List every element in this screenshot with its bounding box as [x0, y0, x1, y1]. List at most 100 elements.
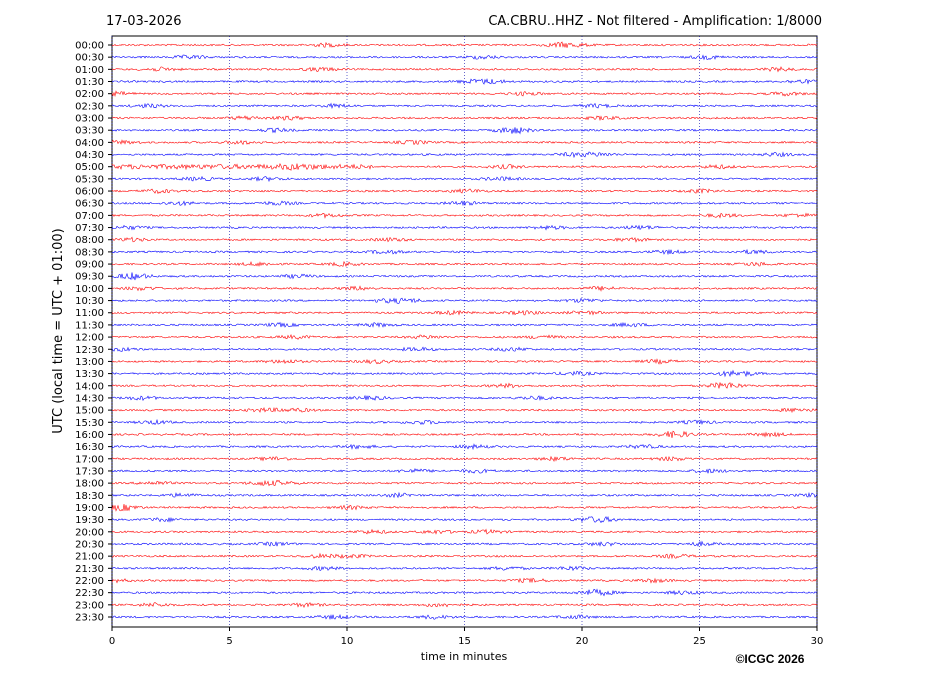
y-tick-label: 01:00: [75, 65, 104, 76]
seismic-trace: [111, 455, 818, 463]
y-tick-label: 09:30: [75, 272, 104, 283]
seismic-trace: [111, 236, 818, 243]
seismic-trace: [111, 309, 818, 316]
seismic-trace: [111, 224, 818, 231]
y-tick-label: 15:30: [75, 418, 104, 429]
seismic-trace: [111, 272, 818, 281]
y-tick-label: 00:00: [75, 41, 104, 52]
y-tick-label: 14:00: [75, 381, 104, 392]
seismic-trace: [111, 346, 817, 353]
y-tick-label: 22:00: [75, 576, 104, 587]
y-tick-label: 18:30: [75, 491, 104, 502]
y-tick-label: 03:30: [75, 126, 104, 137]
y-tick-label: 23:30: [75, 613, 104, 624]
seismic-trace: [111, 285, 818, 292]
x-tick-label: 30: [811, 636, 824, 647]
y-tick-label: 10:00: [75, 284, 104, 295]
y-tick-label: 05:00: [75, 162, 104, 173]
y-tick-label: 02:00: [75, 89, 104, 100]
seismic-trace: [111, 406, 818, 414]
y-tick-label: 02:30: [75, 101, 104, 112]
y-tick-label: 18:00: [75, 479, 104, 490]
seismic-trace: [111, 260, 818, 267]
seismic-trace: [111, 175, 818, 183]
y-axis-label: UTC (local time = UTC + 01:00): [51, 228, 66, 433]
y-tick-label: 00:30: [75, 53, 104, 64]
y-tick-label: 04:00: [75, 138, 104, 149]
seismic-trace: [112, 127, 818, 135]
seismic-trace: [111, 602, 818, 608]
plot-frame: [111, 35, 818, 628]
seismic-trace: [111, 41, 818, 48]
seismic-trace: [111, 66, 818, 73]
y-tick-label: 05:30: [75, 174, 104, 185]
seismic-trace: [111, 552, 818, 560]
y-tick-label: 11:30: [75, 320, 104, 331]
seismic-trace: [111, 248, 818, 256]
y-tick-label: 07:30: [75, 223, 104, 234]
seismic-trace: [111, 443, 818, 451]
x-tick-label: 15: [458, 636, 471, 647]
seismic-trace: [111, 200, 818, 207]
y-tick-label: 16:00: [75, 430, 104, 441]
y-tick-label: 09:00: [75, 260, 104, 271]
seismic-trace: [111, 540, 818, 547]
x-tick-label: 20: [576, 636, 589, 647]
y-tick-label: 22:30: [75, 588, 104, 599]
y-tick-label: 06:00: [75, 187, 104, 198]
seismic-trace: [111, 102, 818, 109]
y-tick-label: 03:00: [75, 114, 104, 125]
y-tick-label: 06:30: [75, 199, 104, 210]
y-tick-label: 17:30: [75, 466, 104, 477]
seismic-trace: [111, 162, 818, 171]
y-tick-label: 11:00: [75, 308, 104, 319]
y-tick-label: 15:00: [75, 406, 104, 417]
seismic-trace: [111, 139, 818, 146]
y-tick-label: 13:30: [75, 369, 104, 380]
y-tick-label: 17:00: [75, 454, 104, 465]
seismic-trace: [111, 151, 818, 159]
y-tick-label: 12:30: [75, 345, 104, 356]
seismic-trace: [111, 297, 818, 304]
seismic-trace: [111, 54, 818, 61]
x-tick-label: 0: [109, 636, 115, 647]
seismic-trace: [112, 418, 818, 426]
y-tick-label: 21:00: [75, 552, 104, 563]
x-tick-label: 25: [693, 636, 706, 647]
seismic-trace: [112, 115, 818, 122]
y-tick-label: 01:30: [75, 77, 104, 88]
seismic-trace: [111, 528, 818, 535]
credit: ©ICGC 2026: [736, 652, 805, 666]
seismic-trace: [111, 430, 818, 438]
seismic-trace: [111, 369, 818, 378]
y-tick-label: 19:30: [75, 515, 104, 526]
y-tick-label: 07:00: [75, 211, 104, 222]
y-tick-label: 20:30: [75, 539, 104, 550]
y-tick-label: 19:00: [75, 503, 104, 514]
seismic-trace: [111, 577, 818, 584]
y-tick-label: 20:00: [75, 527, 104, 538]
seismic-trace: [111, 188, 818, 195]
x-tick-label: 5: [226, 636, 232, 647]
seismic-trace: [111, 212, 818, 219]
x-axis-label: time in minutes: [421, 650, 508, 663]
seismic-trace: [111, 468, 818, 474]
seismic-trace: [111, 90, 818, 97]
seismic-trace: [111, 479, 818, 487]
seismic-trace: [111, 504, 818, 512]
y-tick-label: 16:30: [75, 442, 104, 453]
y-tick-label: 10:30: [75, 296, 104, 307]
y-tick-label: 12:00: [75, 333, 104, 344]
seismic-trace: [111, 78, 818, 85]
y-tick-label: 21:30: [75, 564, 104, 575]
seismic-trace: [111, 491, 818, 499]
y-tick-label: 04:30: [75, 150, 104, 161]
seismic-trace: [111, 515, 818, 524]
chart-title: CA.CBRU..HHZ - Not filtered - Amplificat…: [488, 14, 822, 29]
seismic-trace: [112, 358, 818, 365]
y-tick-label: 08:00: [75, 235, 104, 246]
y-tick-label: 13:00: [75, 357, 104, 368]
chart-date: 17-03-2026: [106, 14, 182, 29]
y-tick-label: 23:00: [75, 600, 104, 611]
